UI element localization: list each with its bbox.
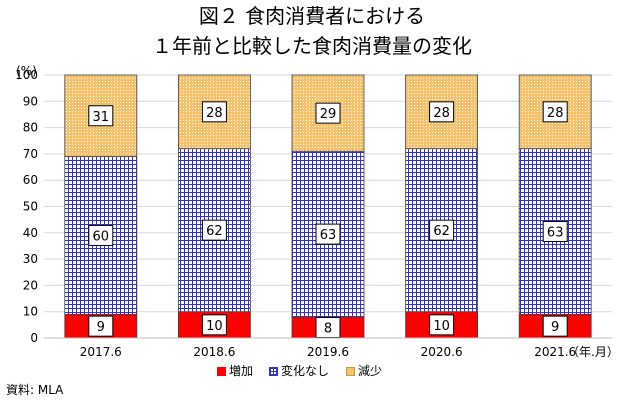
data-label: 10 xyxy=(206,319,223,334)
data-label-box xyxy=(88,224,114,246)
legend-label-decrease: 減少 xyxy=(358,364,383,378)
data-label: 8 xyxy=(324,321,332,336)
y-tick-label: 50 xyxy=(23,200,38,214)
data-label: 28 xyxy=(206,106,223,121)
data-label-box xyxy=(315,223,341,245)
y-tick-label: 70 xyxy=(23,147,38,161)
y-tick-label: 30 xyxy=(23,252,38,266)
data-label: 28 xyxy=(433,106,450,121)
x-tick-label: 2020.6 xyxy=(421,345,463,359)
y-tick-label: 40 xyxy=(23,226,38,240)
data-label-box xyxy=(429,101,455,123)
data-label: 29 xyxy=(320,107,337,122)
data-label-box xyxy=(88,105,114,127)
data-label: 9 xyxy=(551,320,559,335)
y-axis-unit-label: (%) xyxy=(16,64,37,78)
data-label-box xyxy=(315,316,341,338)
data-label-box xyxy=(201,101,227,123)
y-tick-label: 80 xyxy=(23,121,38,135)
y-tick-label: 90 xyxy=(23,94,38,108)
data-label: 60 xyxy=(93,229,110,244)
legend-item-increase: 増加 xyxy=(217,364,253,378)
data-label-box xyxy=(201,314,227,336)
data-label-box xyxy=(429,314,455,336)
chart-title-line-1: 図２ 食肉消費者における xyxy=(198,4,426,28)
data-label: 63 xyxy=(547,225,564,240)
data-label: 28 xyxy=(547,106,564,121)
y-tick-label: 60 xyxy=(23,173,38,187)
data-label: 10 xyxy=(433,319,450,334)
data-label-box xyxy=(429,219,455,241)
data-label-box xyxy=(315,102,341,124)
legend-label-increase: 増加 xyxy=(229,364,254,378)
legend-label-no-change: 変化なし xyxy=(281,364,330,378)
data-label-box xyxy=(542,315,568,337)
legend-swatch-increase xyxy=(217,366,226,376)
data-label: 63 xyxy=(320,228,337,243)
data-label: 62 xyxy=(433,224,450,239)
x-tick-label: 2018.6 xyxy=(193,345,235,359)
data-label-box xyxy=(542,101,568,123)
x-tick-label: 2021.6 xyxy=(534,345,576,359)
y-tick-label: 0 xyxy=(30,331,38,345)
x-axis-unit-label: （年.月） xyxy=(567,345,619,359)
data-label-box xyxy=(88,315,114,337)
y-tick-label: 100 xyxy=(15,68,38,82)
y-tick-label: 10 xyxy=(23,305,38,319)
data-label-box xyxy=(542,220,568,242)
data-label: 62 xyxy=(206,224,223,239)
x-tick-label: 2017.6 xyxy=(80,345,122,359)
chart-title-line-2: １年前と比較した食肉消費量の変化 xyxy=(152,34,472,58)
x-tick-label: 2019.6 xyxy=(307,345,349,359)
data-label-box xyxy=(201,219,227,241)
legend-swatch-decrease xyxy=(346,366,355,376)
source-note: 資料: MLA xyxy=(6,383,64,397)
data-label: 31 xyxy=(93,110,110,125)
legend-swatch-no-change xyxy=(269,366,278,376)
legend-item-no-change: 変化なし xyxy=(269,364,329,378)
data-label: 9 xyxy=(97,320,105,335)
y-tick-label: 20 xyxy=(23,278,38,292)
legend-item-decrease: 減少 xyxy=(346,364,382,378)
